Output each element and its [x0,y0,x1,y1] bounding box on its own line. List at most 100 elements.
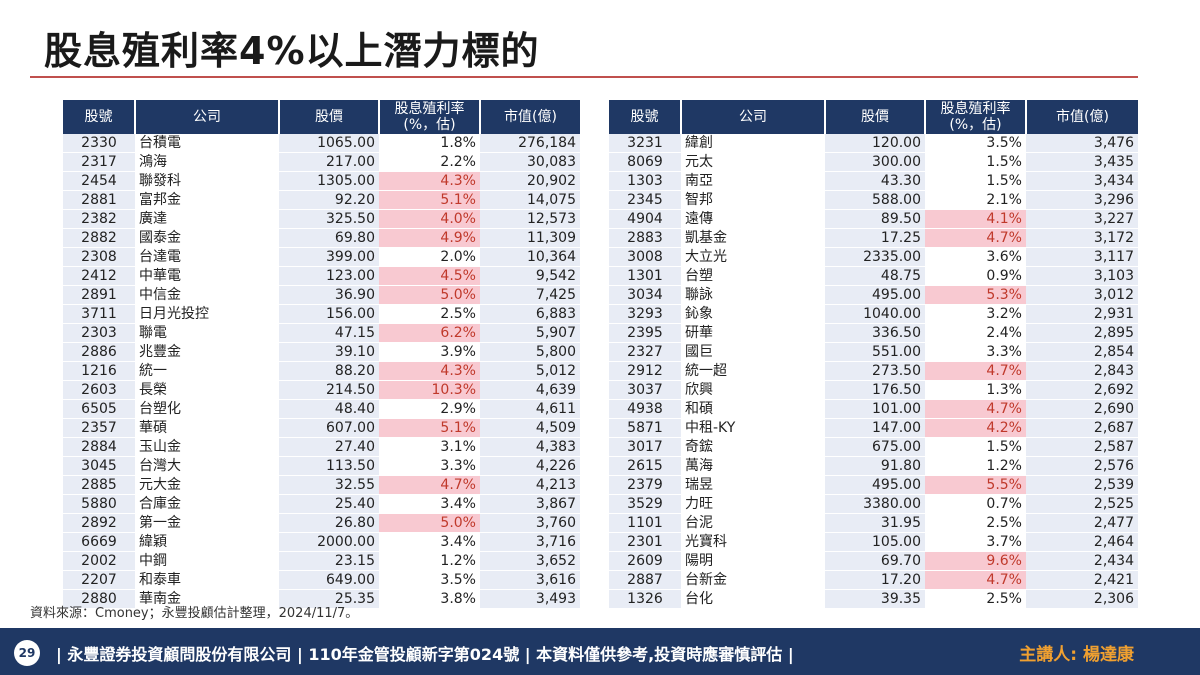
stock-code-cell: 2882 [63,228,135,248]
dividend-yield-cell: 1.8% [379,134,480,153]
stock-code-cell: 4938 [609,399,681,419]
company-name-cell: 聯發科 [135,171,279,191]
market-cap-cell: 2,306 [1026,589,1138,609]
stock-code-cell: 2207 [63,570,135,590]
market-cap-cell: 3,012 [1026,285,1138,305]
table-row: 3711 日月光投控 156.00 2.5% 6,883 [63,304,580,324]
dividend-yield-cell: 0.7% [925,494,1026,514]
stock-code-cell: 2603 [63,380,135,400]
table-row: 2330 台積電 1065.00 1.8% 276,184 [63,134,580,153]
table-row: 2002 中鋼 23.15 1.2% 3,652 [63,551,580,571]
dividend-yield-cell: 9.6% [925,551,1026,571]
company-name-cell: 智邦 [681,190,825,210]
company-name-cell: 陽明 [681,551,825,571]
market-cap-cell: 2,843 [1026,361,1138,381]
dividend-yield-cell: 3.3% [379,456,480,476]
stock-code-cell: 2412 [63,266,135,286]
company-name-cell: 兆豐金 [135,342,279,362]
stock-price-cell: 156.00 [279,304,379,324]
dividend-yield-cell: 5.0% [379,285,480,305]
page-title: 股息殖利率4%以上潛力標的 [44,29,540,73]
stock-code-cell: 2308 [63,247,135,267]
dividend-yield-cell: 3.2% [925,304,1026,324]
dividend-yield-cell: 4.0% [379,209,480,229]
stock-code-cell: 2615 [609,456,681,476]
table-row: 2345 智邦 588.00 2.1% 3,296 [609,190,1138,210]
stock-code-cell: 3017 [609,437,681,457]
stock-code-cell: 2395 [609,323,681,343]
company-name-cell: 中華電 [135,266,279,286]
market-cap-cell: 2,434 [1026,551,1138,571]
company-name-cell: 和泰車 [135,570,279,590]
stock-price-cell: 123.00 [279,266,379,286]
dividend-yield-cell: 4.7% [925,361,1026,381]
stock-code-cell: 2883 [609,228,681,248]
market-cap-cell: 2,690 [1026,399,1138,419]
table-row: 3231 緯創 120.00 3.5% 3,476 [609,134,1138,153]
table-row: 2882 國泰金 69.80 4.9% 11,309 [63,228,580,248]
stock-price-cell: 89.50 [825,209,925,229]
table-row: 2303 聯電 47.15 6.2% 5,907 [63,323,580,343]
stock-price-cell: 495.00 [825,285,925,305]
table-row: 6669 緯穎 2000.00 3.4% 3,716 [63,532,580,552]
company-name-cell: 欣興 [681,380,825,400]
dividend-yield-cell: 2.5% [925,513,1026,533]
stock-code-cell: 2330 [63,134,135,153]
table-row: 2615 萬海 91.80 1.2% 2,576 [609,456,1138,476]
stock-price-cell: 325.50 [279,209,379,229]
stock-price-cell: 300.00 [825,152,925,172]
dividend-yield-cell: 4.5% [379,266,480,286]
dividend-yield-cell: 3.8% [379,589,480,609]
table-row: 1101 台泥 31.95 2.5% 2,477 [609,513,1138,533]
company-name-cell: 台新金 [681,570,825,590]
company-name-cell: 中信金 [135,285,279,305]
page-number-badge: 29 [14,640,40,666]
market-cap-cell: 2,854 [1026,342,1138,362]
dividend-yield-cell: 3.9% [379,342,480,362]
company-name-cell: 華碩 [135,418,279,438]
stock-code-cell: 6669 [63,532,135,552]
stock-price-cell: 120.00 [825,134,925,153]
table-row: 2327 國巨 551.00 3.3% 2,854 [609,342,1138,362]
company-name-cell: 奇鋐 [681,437,825,457]
stock-price-cell: 48.75 [825,266,925,286]
stock-code-cell: 6505 [63,399,135,419]
dividend-yield-cell: 1.2% [379,551,480,571]
table-row: 5871 中租-KY 147.00 4.2% 2,687 [609,418,1138,438]
table-header-row: 股號 公司 股價 股息殖利率 (%，估) 市值(億) [609,100,1138,134]
stock-price-cell: 39.10 [279,342,379,362]
company-name-cell: 凱基金 [681,228,825,248]
stock-price-cell: 47.15 [279,323,379,343]
stock-code-cell: 3034 [609,285,681,305]
stock-code-cell: 1301 [609,266,681,286]
header-mcap: 市值(億) [1025,100,1138,134]
dividend-table-right: 股號 公司 股價 股息殖利率 (%，估) 市值(億) 3231 緯創 120.00 3.… [609,100,1138,609]
stock-code-cell: 2887 [609,570,681,590]
dividend-yield-cell: 4.2% [925,418,1026,438]
market-cap-cell: 3,103 [1026,266,1138,286]
market-cap-cell: 4,639 [480,380,580,400]
stock-price-cell: 36.90 [279,285,379,305]
table-row: 1301 台塑 48.75 0.9% 3,103 [609,266,1138,286]
stock-code-cell: 2002 [63,551,135,571]
company-name-cell: 鈊象 [681,304,825,324]
table-row: 6505 台塑化 48.40 2.9% 4,611 [63,399,580,419]
stock-code-cell: 3008 [609,247,681,267]
table-row: 3017 奇鋐 675.00 1.5% 2,587 [609,437,1138,457]
stock-code-cell: 1216 [63,361,135,381]
company-name-cell: 中租-KY [681,418,825,438]
dividend-yield-cell: 4.3% [379,361,480,381]
dividend-yield-cell: 2.9% [379,399,480,419]
market-cap-cell: 2,692 [1026,380,1138,400]
table-row: 2884 玉山金 27.40 3.1% 4,383 [63,437,580,457]
stock-code-cell: 2880 [63,589,135,609]
stock-price-cell: 3380.00 [825,494,925,514]
dividend-yield-cell: 2.4% [925,323,1026,343]
table-row: 8069 元太 300.00 1.5% 3,435 [609,152,1138,172]
stock-code-cell: 1101 [609,513,681,533]
market-cap-cell: 3,616 [480,570,580,590]
market-cap-cell: 2,576 [1026,456,1138,476]
stock-code-cell: 2327 [609,342,681,362]
stock-code-cell: 2454 [63,171,135,191]
stock-price-cell: 588.00 [825,190,925,210]
